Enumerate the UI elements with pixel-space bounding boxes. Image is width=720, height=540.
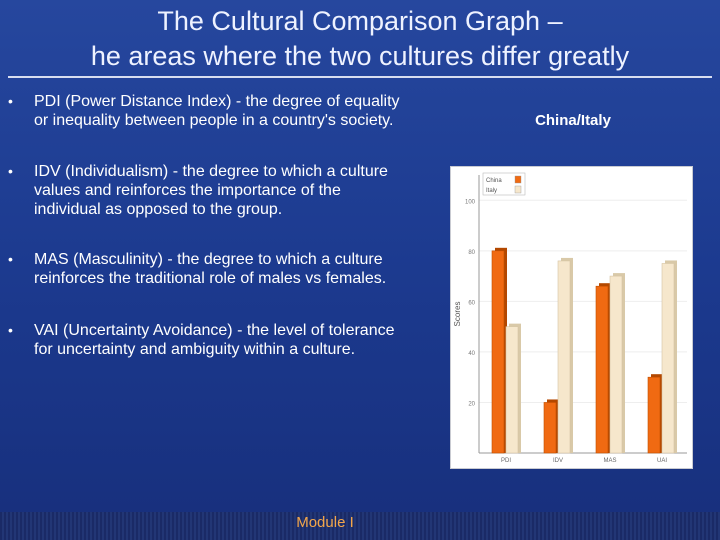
x-tick-label: MAS <box>603 458 616 464</box>
chart-svg: 20 40 60 80 100 Scores PDI IDV MAS UAI China Italy <box>453 172 687 464</box>
bar-china-idv <box>543 402 557 454</box>
chart-heading: China/Italy <box>535 112 611 129</box>
legend-label: China <box>486 178 502 184</box>
y-axis-label: Scores <box>453 302 462 327</box>
bullet-text: MAS (Masculinity) - the degree to which … <box>34 251 387 287</box>
footer-label: Module I <box>296 514 354 531</box>
x-tick-label: UAI <box>657 458 667 464</box>
x-tick-label: IDV <box>553 458 563 464</box>
title-line-2: he areas where the two cultures differ g… <box>90 41 630 71</box>
y-tick-label: 20 <box>468 401 475 407</box>
y-tick-label: 100 <box>465 199 476 205</box>
bullet-list: • PDI (Power Distance Index) - the degre… <box>6 92 406 391</box>
title-line-1: The Cultural Comparison Graph – <box>157 6 563 36</box>
bullet-text: IDV (Individualism) - the degree to whic… <box>34 163 388 218</box>
title-divider <box>8 76 712 78</box>
y-tick-label: 60 <box>468 300 475 306</box>
bullet-dot-icon: • <box>8 163 13 179</box>
legend-swatch <box>514 175 522 184</box>
bar-china-uai <box>647 376 661 454</box>
bullet-pdi: • PDI (Power Distance Index) - the degre… <box>6 92 406 130</box>
bar-chart: 20 40 60 80 100 Scores PDI IDV MAS UAI China Italy <box>450 166 693 469</box>
y-tick-label: 80 <box>468 250 475 256</box>
y-tick-label: 40 <box>468 351 475 357</box>
legend-box <box>482 172 526 196</box>
bullet-idv: • IDV (Individualism) - the degree to wh… <box>6 162 406 219</box>
legend-label: Italy <box>486 188 497 194</box>
bar-china-mas <box>595 285 609 454</box>
bullet-mas: • MAS (Masculinity) - the degree to whic… <box>6 250 406 288</box>
bullet-dot-icon: • <box>8 322 13 338</box>
bullet-dot-icon: • <box>8 251 13 267</box>
bullet-text: PDI (Power Distance Index) - the degree … <box>34 93 400 129</box>
bar-italy-pdi <box>505 326 519 454</box>
bullet-uai: • VAI (Uncertainty Avoidance) - the leve… <box>6 321 406 359</box>
bar-italy-mas <box>609 275 623 454</box>
bar-italy-uai <box>661 263 675 454</box>
slide-title: The Cultural Comparison Graph – he areas… <box>0 4 720 74</box>
x-tick-label: PDI <box>501 458 511 464</box>
bar-china-pdi <box>491 250 505 454</box>
footer-bar <box>0 512 720 540</box>
legend-swatch <box>514 185 522 194</box>
bullet-dot-icon: • <box>8 93 13 109</box>
bullet-text: VAI (Uncertainty Avoidance) - the level … <box>34 322 395 358</box>
bar-italy-idv <box>557 260 571 454</box>
